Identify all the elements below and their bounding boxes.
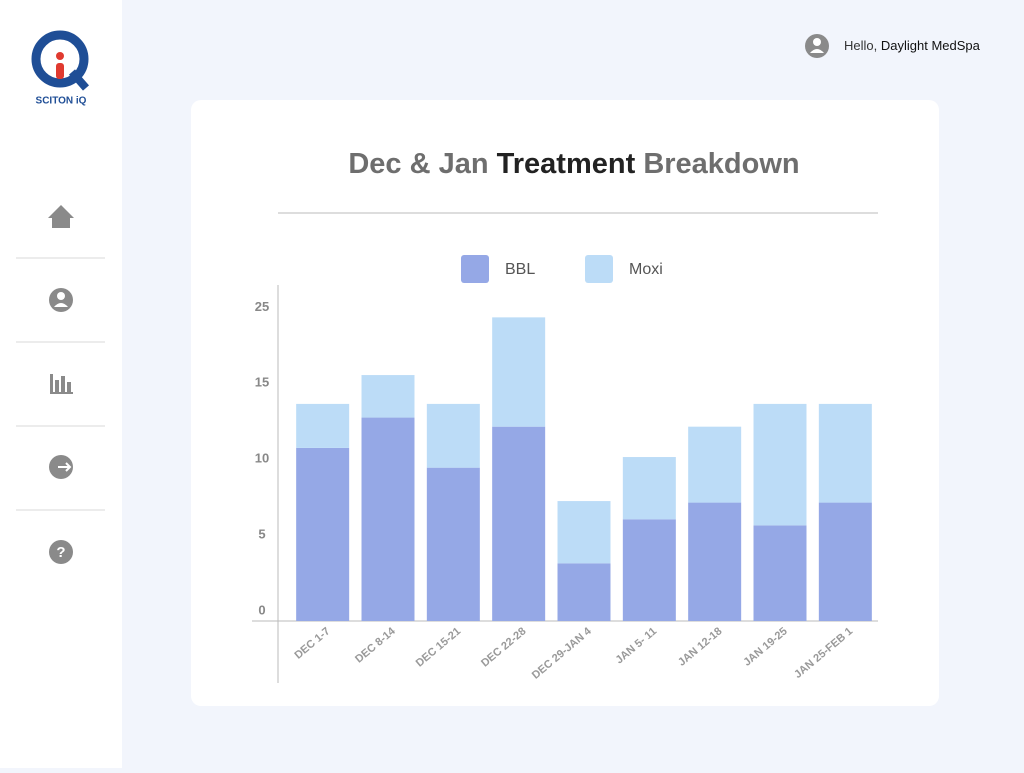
svg-text:?: ? [56, 544, 65, 561]
bar-segment [557, 501, 611, 564]
avatar-head [813, 38, 821, 46]
bar-segment [557, 563, 611, 621]
y-tick-label: 0 [258, 602, 265, 617]
user-greeting[interactable]: Hello, Daylight MedSpa [805, 34, 981, 58]
legend-swatch [461, 255, 489, 283]
y-tick-label: 10 [255, 451, 269, 466]
bar-segment [361, 375, 415, 418]
bar-segment [688, 502, 742, 621]
profile-icon[interactable] [49, 288, 73, 312]
bar-segment [753, 403, 807, 526]
bar-segment [296, 403, 350, 448]
logo-bar [56, 63, 64, 79]
bar-segment [426, 467, 480, 621]
legend-label: BBL [505, 261, 535, 278]
legend-label: Moxi [629, 261, 663, 278]
bar-segment [492, 317, 546, 427]
avatar-body [810, 49, 824, 53]
y-tick-label: 5 [258, 527, 265, 542]
chart-icon[interactable] [50, 374, 73, 394]
bar-segment [426, 403, 480, 468]
bar-segment [753, 525, 807, 621]
bar-segment [296, 447, 350, 621]
logo-tail [68, 69, 90, 91]
bar-segment [818, 502, 872, 621]
legend-swatch [585, 255, 613, 283]
bar-segment [688, 426, 742, 503]
logout-icon[interactable] [49, 455, 73, 479]
logo-dot [56, 52, 64, 60]
logo-text: SCITON iQ [36, 96, 87, 107]
help-icon[interactable]: ? [49, 540, 73, 564]
y-tick-label: 25 [255, 299, 269, 314]
logo-ring [31, 30, 89, 88]
bar-segment [622, 457, 676, 520]
y-tick-label: 15 [255, 375, 269, 390]
chart-title: Dec & Jan Treatment Breakdown [348, 148, 799, 180]
logo[interactable]: SCITON iQ [31, 30, 90, 107]
home-icon[interactable] [48, 205, 74, 228]
bar-segment [622, 519, 676, 621]
bar-segment [361, 417, 415, 621]
bar-segment [492, 426, 546, 621]
bar-segment [818, 403, 872, 503]
greeting: Hello, Daylight MedSpa [844, 38, 981, 53]
